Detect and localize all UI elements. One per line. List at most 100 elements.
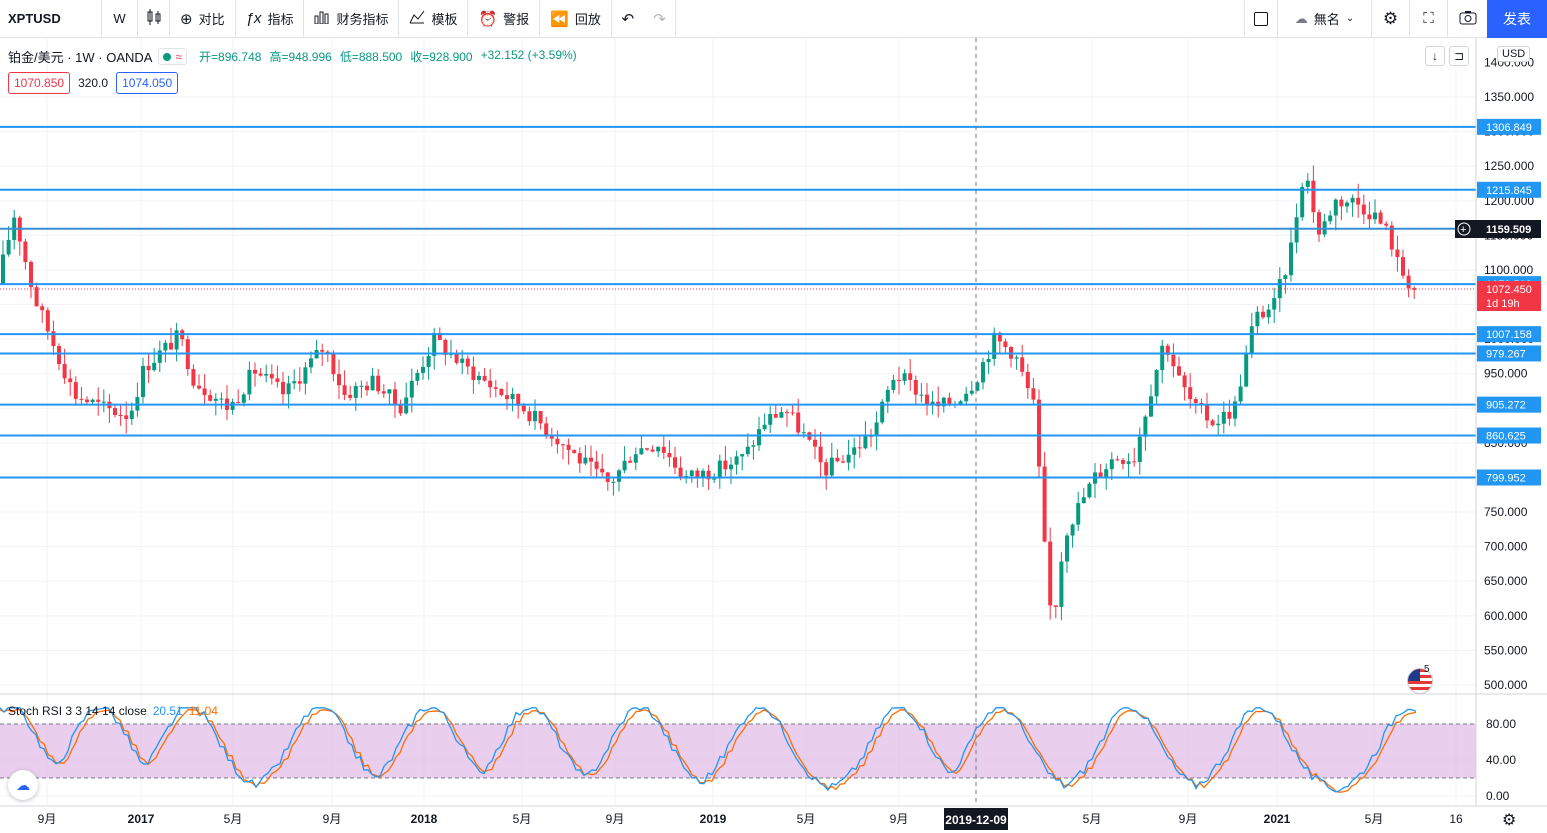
candle-body (997, 332, 1002, 342)
templates-button[interactable]: 模板 (399, 0, 469, 38)
layout-toggle-button[interactable] (1245, 0, 1277, 38)
spread-value: 320.0 (78, 76, 109, 90)
sell-button[interactable]: 1070.850 (8, 72, 71, 94)
crosshair-plus-icon[interactable] (1457, 222, 1471, 236)
candle-body (342, 385, 347, 395)
indicators-button[interactable]: ƒx 指标 (236, 0, 305, 38)
stoch-axis[interactable]: 80.00 40.00 0.00 (1486, 717, 1516, 803)
alerts-button[interactable]: ⏰ 警报 (468, 0, 541, 38)
redo-icon: ↷ (653, 10, 666, 28)
candle-body (790, 412, 795, 414)
candle-body (706, 470, 711, 480)
candle-body (661, 446, 666, 453)
candle-body (577, 453, 582, 464)
candle-body (1289, 242, 1293, 276)
candle-body (219, 398, 224, 400)
candle-body (370, 375, 375, 391)
candle-body (359, 385, 364, 387)
expand-icon: ⊐ (1453, 49, 1465, 63)
candle-body (454, 353, 459, 363)
snapshot-button[interactable] (1447, 0, 1487, 38)
publish-label: 发表 (1503, 10, 1531, 27)
candle-body (1361, 204, 1366, 215)
alerts-label: 警报 (503, 12, 530, 27)
candle-body (1333, 199, 1338, 216)
candle-body (152, 362, 157, 371)
candle-body (1317, 212, 1321, 235)
stoch-tick-label: 40.00 (1486, 753, 1516, 767)
currency-tag[interactable]: USD (1497, 46, 1531, 62)
candle-body (986, 358, 991, 363)
stoch-tick-label: 80.00 (1486, 717, 1516, 731)
candle-body (633, 454, 638, 463)
ohlc-values: 开=896.748 高=948.996 低=888.500 收=928.900 … (199, 48, 577, 65)
scroll-to-latest-button[interactable]: ↓ (1425, 46, 1445, 66)
candle-body (1205, 405, 1209, 421)
replay-button[interactable]: ⏪ 回放 (540, 0, 612, 38)
axis-settings-gear-icon[interactable]: ⚙ (1502, 812, 1517, 829)
candle-body (549, 434, 554, 439)
candle-body (1311, 180, 1316, 213)
candle-body (600, 468, 605, 473)
candle-body (1081, 497, 1086, 504)
fullscreen-button[interactable]: ⛶ (1409, 0, 1447, 38)
time-tick-label: 2017 (128, 812, 155, 826)
candle-body (421, 366, 425, 373)
price-tick-label: 950.000 (1484, 367, 1528, 381)
maximize-pane-button[interactable]: ⊐ (1449, 46, 1469, 66)
candle-body (1221, 411, 1226, 424)
candle-body (835, 457, 840, 462)
stoch-label[interactable]: Stoch RSI 3 3 14 14 close (8, 704, 147, 718)
candle-body (1305, 180, 1310, 187)
price-axis[interactable]: 1350.0001300.0001250.0001200.0001150.000… (1484, 55, 1534, 692)
legend-title[interactable]: 铂金/美元 · 1W · OANDA (8, 50, 153, 65)
compare-button[interactable]: ⊕ 对比 (170, 0, 236, 38)
candle-body (829, 457, 834, 476)
candle-body (533, 410, 537, 422)
candle-body (1109, 459, 1114, 470)
candle-body (852, 447, 857, 455)
interval-button[interactable]: W (102, 0, 138, 38)
candle-body (465, 358, 470, 367)
candle-body (1070, 524, 1075, 536)
candle-body (174, 330, 179, 350)
buy-button[interactable]: 1074.050 (116, 72, 179, 94)
market-status-badge[interactable]: ≈ (158, 48, 188, 65)
candle-body (1076, 503, 1081, 525)
time-tick-label: 5月 (1083, 812, 1102, 826)
candle-body (751, 445, 756, 447)
candle-body (1210, 420, 1215, 426)
layout-name-button[interactable]: ☁ 無名 ⌄ (1277, 0, 1371, 38)
financials-button[interactable]: 财务指标 (304, 0, 400, 38)
stoch-d-line (0, 709, 1417, 793)
publish-button[interactable]: 发表 (1487, 0, 1547, 38)
level-price-tag-text: 979.267 (1486, 348, 1526, 360)
candle-body (1177, 366, 1181, 376)
candle-body (1182, 375, 1187, 388)
candle-body (208, 395, 213, 401)
candle-body (1216, 423, 1221, 426)
candle-body (1188, 387, 1193, 400)
candle-body (1412, 288, 1417, 290)
price-chart[interactable]: 1350.0001300.0001250.0001200.0001150.000… (0, 38, 1547, 833)
candle-body (1401, 257, 1405, 276)
price-tick-label: 1100.000 (1484, 263, 1533, 277)
symbol-search-button[interactable]: XPTUSD (0, 0, 102, 38)
candle-body (611, 481, 616, 483)
stoch-k-line (0, 707, 1417, 793)
tradingview-logo[interactable]: ☁ (8, 770, 38, 800)
undo-button[interactable]: ↶ (612, 0, 644, 38)
settings-button[interactable]: ⚙ (1371, 0, 1409, 38)
template-icon (409, 10, 425, 28)
candle-body (1037, 399, 1041, 467)
us-flag-icon[interactable] (1407, 668, 1433, 694)
chart-type-button[interactable] (138, 0, 170, 38)
candle-body (482, 375, 487, 381)
bar-chart-icon (314, 10, 330, 28)
candle-body (913, 380, 918, 395)
current-price-tag (1477, 281, 1541, 311)
redo-button[interactable]: ↷ (644, 0, 676, 38)
time-axis[interactable]: 9月 2017 5月 9月 2018 5月 9月 2019 5月 9月 2019-12-09 5月 9月… (38, 808, 1463, 830)
level-price-tag (1477, 396, 1541, 413)
candle-body (437, 332, 442, 340)
